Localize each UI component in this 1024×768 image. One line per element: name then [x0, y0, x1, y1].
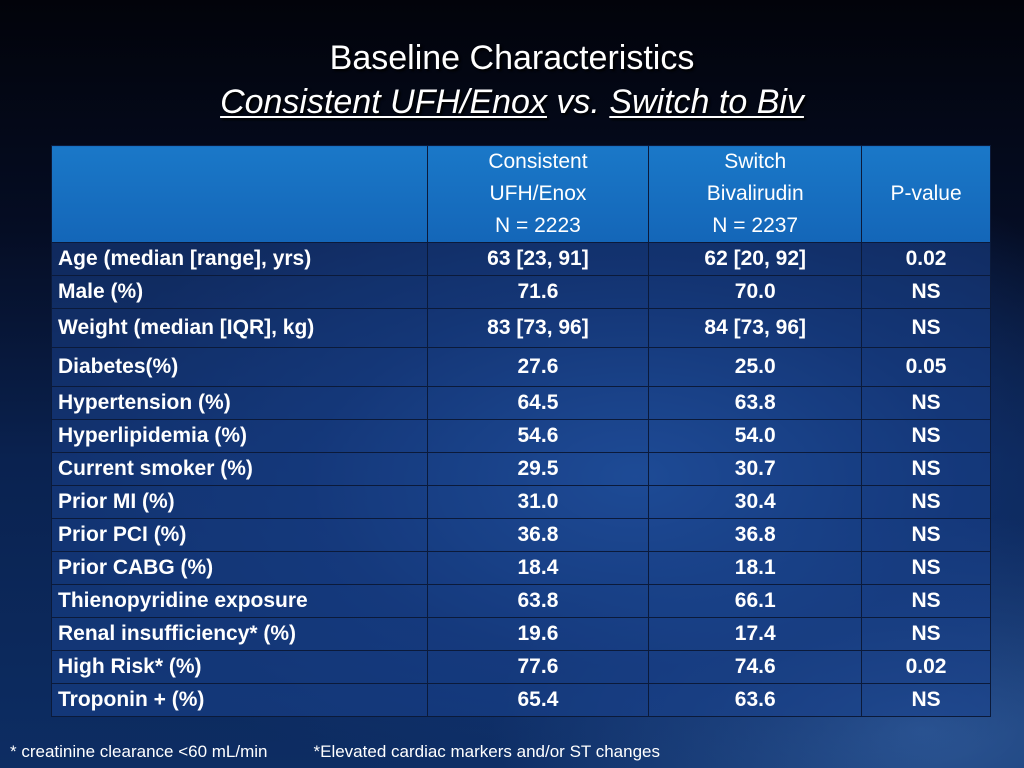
title-vs: vs. [546, 83, 610, 121]
header-consistent-ufh-enox: Consistent UFH/Enox N = 2223 [426, 145, 650, 243]
slide-title: Baseline Characteristics Consistent UFH/… [0, 36, 1024, 124]
row-label: Thienopyridine exposure [51, 584, 428, 618]
cell-p-value: NS [861, 386, 991, 420]
footnote-creatinine: * creatinine clearance <60 mL/min [10, 742, 268, 761]
header-line: Switch [724, 150, 787, 173]
cell-switch-bivalirudin: 62 [20, 92] [648, 242, 863, 276]
row-label: Renal insufficiency* (%) [51, 617, 428, 651]
cell-p-value: 0.02 [861, 242, 991, 276]
header-line: UFH/Enox [489, 182, 587, 205]
cell-consistent-ufh-enox: 18.4 [426, 551, 650, 585]
cell-p-value: NS [861, 452, 991, 486]
cell-consistent-ufh-enox: 83 [73, 96] [426, 308, 650, 348]
cell-switch-bivalirudin: 25.0 [648, 347, 863, 387]
cell-p-value: NS [861, 518, 991, 552]
cell-p-value: NS [861, 551, 991, 585]
cell-switch-bivalirudin: 18.1 [648, 551, 863, 585]
row-label: Age (median [range], yrs) [51, 242, 428, 276]
cell-p-value: 0.05 [861, 347, 991, 387]
row-label: Prior PCI (%) [51, 518, 428, 552]
table-row: Prior PCI (%) 36.8 36.8 NS [51, 518, 991, 552]
table-row: Hyperlipidemia (%) 54.6 54.0 NS [51, 419, 991, 453]
table-row: Prior MI (%) 31.0 30.4 NS [51, 485, 991, 519]
footnote-high-risk: *Elevated cardiac markers and/or ST chan… [313, 742, 660, 761]
cell-consistent-ufh-enox: 29.5 [426, 452, 650, 486]
cell-switch-bivalirudin: 17.4 [648, 617, 863, 651]
cell-consistent-ufh-enox: 36.8 [426, 518, 650, 552]
cell-switch-bivalirudin: 54.0 [648, 419, 863, 453]
cell-consistent-ufh-enox: 54.6 [426, 419, 650, 453]
table-row: Hypertension (%) 64.5 63.8 NS [51, 386, 991, 420]
cell-p-value: NS [861, 275, 991, 309]
cell-consistent-ufh-enox: 63.8 [426, 584, 650, 618]
table-row: High Risk* (%) 77.6 74.6 0.02 [51, 650, 991, 684]
table-row: Weight (median [IQR], kg) 83 [73, 96] 84 [… [51, 308, 991, 348]
cell-p-value: NS [861, 617, 991, 651]
header-line: N = 2237 [712, 214, 799, 237]
cell-switch-bivalirudin: 74.6 [648, 650, 863, 684]
table-row: Age (median [range], yrs) 63 [23, 91] 62 [… [51, 242, 991, 276]
header-line: N = 2223 [495, 214, 581, 237]
title-group-biv: Switch to Biv [609, 83, 804, 121]
cell-switch-bivalirudin: 84 [73, 96] [648, 308, 863, 348]
table-row: Male (%) 71.6 70.0 NS [51, 275, 991, 309]
cell-p-value: 0.02 [861, 650, 991, 684]
row-label: Hypertension (%) [51, 386, 428, 420]
cell-p-value: NS [861, 485, 991, 519]
cell-consistent-ufh-enox: 63 [23, 91] [426, 242, 650, 276]
cell-consistent-ufh-enox: 19.6 [426, 617, 650, 651]
header-line: Bivalirudin [706, 182, 804, 205]
header-p-value: P-value [861, 145, 991, 243]
footnotes: * creatinine clearance <60 mL/min *Elevat… [10, 741, 660, 763]
cell-consistent-ufh-enox: 27.6 [426, 347, 650, 387]
row-label: Current smoker (%) [51, 452, 428, 486]
cell-consistent-ufh-enox: 64.5 [426, 386, 650, 420]
cell-p-value: NS [861, 308, 991, 348]
cell-p-value: NS [861, 584, 991, 618]
row-label: Weight (median [IQR], kg) [51, 308, 428, 348]
table-body: Age (median [range], yrs) 63 [23, 91] 62 [… [51, 242, 991, 717]
header-characteristic [51, 145, 428, 243]
cell-switch-bivalirudin: 63.6 [648, 683, 863, 717]
cell-consistent-ufh-enox: 71.6 [426, 275, 650, 309]
cell-consistent-ufh-enox: 31.0 [426, 485, 650, 519]
table-row: Troponin + (%) 65.4 63.6 NS [51, 683, 991, 717]
cell-consistent-ufh-enox: 77.6 [426, 650, 650, 684]
header-line: Consistent [488, 150, 588, 173]
cell-p-value: NS [861, 683, 991, 717]
cell-switch-bivalirudin: 30.4 [648, 485, 863, 519]
title-line-1: Baseline Characteristics [329, 39, 695, 77]
cell-switch-bivalirudin: 63.8 [648, 386, 863, 420]
row-label: Male (%) [51, 275, 428, 309]
row-label: Hyperlipidemia (%) [51, 419, 428, 453]
table-row: Current smoker (%) 29.5 30.7 NS [51, 452, 991, 486]
cell-switch-bivalirudin: 36.8 [648, 518, 863, 552]
cell-p-value: NS [861, 419, 991, 453]
title-line-2: Consistent UFH/Enox vs. Switch to Biv [0, 80, 1024, 124]
row-label: Prior CABG (%) [51, 551, 428, 585]
row-label: Troponin + (%) [51, 683, 428, 717]
row-label: Diabetes(%) [51, 347, 428, 387]
row-label: High Risk* (%) [51, 650, 428, 684]
cell-switch-bivalirudin: 30.7 [648, 452, 863, 486]
cell-switch-bivalirudin: 66.1 [648, 584, 863, 618]
cell-switch-bivalirudin: 70.0 [648, 275, 863, 309]
header-switch-bivalirudin: Switch Bivalirudin N = 2237 [648, 145, 863, 243]
row-label: Prior MI (%) [51, 485, 428, 519]
table-header-row: Consistent UFH/Enox N = 2223 Switch Biva… [51, 145, 991, 243]
table-row: Thienopyridine exposure 63.8 66.1 NS [51, 584, 991, 618]
baseline-characteristics-table: Consistent UFH/Enox N = 2223 Switch Biva… [51, 145, 991, 717]
table-row: Renal insufficiency* (%) 19.6 17.4 NS [51, 617, 991, 651]
cell-consistent-ufh-enox: 65.4 [426, 683, 650, 717]
table-row: Diabetes(%) 27.6 25.0 0.05 [51, 347, 991, 387]
title-group-ufh: Consistent UFH/Enox [220, 83, 547, 121]
table-row: Prior CABG (%) 18.4 18.1 NS [51, 551, 991, 585]
